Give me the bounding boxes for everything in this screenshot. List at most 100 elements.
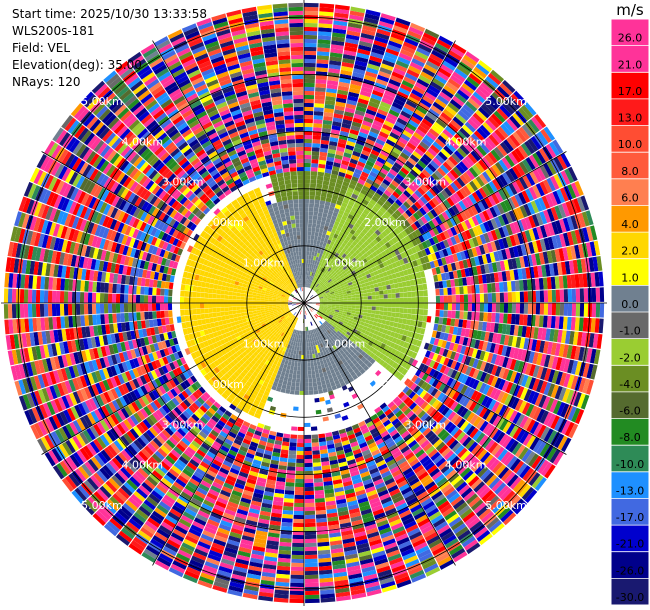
velocity-gate bbox=[322, 242, 327, 247]
velocity-gate bbox=[341, 247, 347, 254]
velocity-gate bbox=[305, 283, 308, 288]
velocity-gate bbox=[361, 228, 368, 235]
velocity-gate bbox=[383, 189, 392, 197]
velocity-gate bbox=[403, 103, 416, 112]
velocity-gate bbox=[326, 248, 332, 253]
velocity-gate bbox=[319, 258, 324, 263]
velocity-gate bbox=[304, 378, 309, 384]
velocity-gate bbox=[436, 94, 450, 105]
velocity-gate bbox=[325, 256, 330, 262]
velocity-gate bbox=[373, 317, 379, 323]
velocity-gate bbox=[342, 119, 353, 126]
velocity-gate bbox=[484, 196, 493, 208]
velocity-gate bbox=[531, 116, 543, 131]
velocity-gate bbox=[379, 298, 385, 303]
velocity-gate bbox=[476, 127, 488, 139]
velocity-gate bbox=[335, 295, 340, 298]
velocity-gate bbox=[296, 462, 304, 468]
velocity-gate bbox=[386, 157, 396, 166]
velocity-gate bbox=[390, 222, 398, 230]
velocity-gate bbox=[451, 153, 462, 164]
velocity-gate bbox=[505, 224, 514, 236]
velocity-gate bbox=[290, 566, 304, 572]
velocity-gate bbox=[495, 176, 505, 189]
velocity-gate bbox=[373, 192, 382, 200]
velocity-gate bbox=[511, 258, 518, 270]
velocity-gate bbox=[412, 212, 421, 221]
velocity-gate bbox=[432, 157, 443, 167]
velocity-gate bbox=[319, 276, 323, 281]
velocity-gate bbox=[308, 283, 311, 288]
velocity-gate bbox=[505, 211, 513, 224]
velocity-gate bbox=[477, 255, 484, 265]
velocity-gate bbox=[316, 51, 330, 57]
velocity-gate bbox=[293, 506, 304, 512]
velocity-gate bbox=[282, 510, 294, 515]
velocity-gate bbox=[306, 279, 308, 284]
velocity-gate bbox=[431, 185, 441, 195]
velocity-gate bbox=[354, 186, 362, 193]
velocity-gate bbox=[352, 72, 365, 79]
velocity-gate bbox=[425, 190, 435, 200]
velocity-gate bbox=[382, 93, 395, 102]
velocity-gate bbox=[437, 273, 443, 282]
velocity-gate bbox=[378, 70, 391, 79]
velocity-gate bbox=[501, 249, 508, 260]
velocity-gate bbox=[401, 230, 408, 238]
velocity-gate bbox=[452, 253, 459, 263]
velocity-gate bbox=[532, 168, 543, 183]
velocity-gate bbox=[331, 228, 337, 234]
velocity-gate bbox=[349, 129, 360, 136]
velocity-gate bbox=[300, 366, 304, 372]
velocity-gate bbox=[432, 226, 440, 236]
velocity-gate bbox=[327, 253, 332, 258]
velocity-gate bbox=[347, 281, 353, 286]
velocity-gate bbox=[583, 303, 589, 317]
velocity-gate bbox=[292, 538, 304, 544]
velocity-gate bbox=[304, 250, 307, 256]
velocity-gate bbox=[311, 434, 319, 439]
velocity-gate bbox=[445, 81, 459, 92]
velocity-gate bbox=[398, 136, 409, 145]
velocity-gate bbox=[324, 264, 328, 270]
velocity-gate bbox=[314, 486, 324, 491]
velocity-gate bbox=[314, 248, 319, 253]
velocity-gate bbox=[394, 248, 401, 256]
velocity-gate bbox=[307, 283, 310, 288]
velocity-gate bbox=[323, 269, 328, 274]
velocity-gate bbox=[375, 188, 384, 196]
velocity-gate bbox=[483, 221, 491, 233]
velocity-gate bbox=[307, 227, 312, 232]
velocity-gate bbox=[559, 303, 565, 316]
velocity-gate bbox=[316, 220, 322, 225]
velocity-gate bbox=[312, 462, 322, 467]
velocity-gate bbox=[373, 222, 381, 230]
velocity-gate bbox=[325, 160, 334, 166]
velocity-gate bbox=[387, 112, 398, 121]
velocity-gate bbox=[362, 146, 372, 153]
velocity-gate bbox=[345, 190, 353, 197]
velocity-gate bbox=[294, 362, 298, 367]
velocity-gate bbox=[304, 46, 317, 52]
velocity-gate bbox=[431, 244, 439, 253]
velocity-gate bbox=[312, 219, 317, 224]
velocity-gate bbox=[447, 295, 453, 303]
velocity-gate bbox=[306, 342, 309, 347]
velocity-gate bbox=[349, 14, 364, 21]
velocity-gate bbox=[368, 131, 379, 139]
velocity-gate bbox=[346, 241, 352, 247]
velocity-gate bbox=[343, 177, 351, 184]
velocity-gate bbox=[382, 271, 388, 277]
velocity-gate bbox=[421, 232, 429, 241]
velocity-gate bbox=[311, 370, 316, 375]
velocity-gate bbox=[381, 250, 387, 257]
velocity-gate bbox=[379, 206, 387, 214]
velocity-gate bbox=[387, 298, 393, 303]
velocity-gate bbox=[384, 265, 390, 272]
velocity-gate bbox=[313, 115, 323, 120]
velocity-gate bbox=[417, 159, 427, 169]
velocity-gate bbox=[371, 310, 376, 315]
velocity-gate bbox=[308, 386, 314, 391]
velocity-gate bbox=[317, 216, 322, 221]
velocity-gate bbox=[380, 267, 387, 273]
